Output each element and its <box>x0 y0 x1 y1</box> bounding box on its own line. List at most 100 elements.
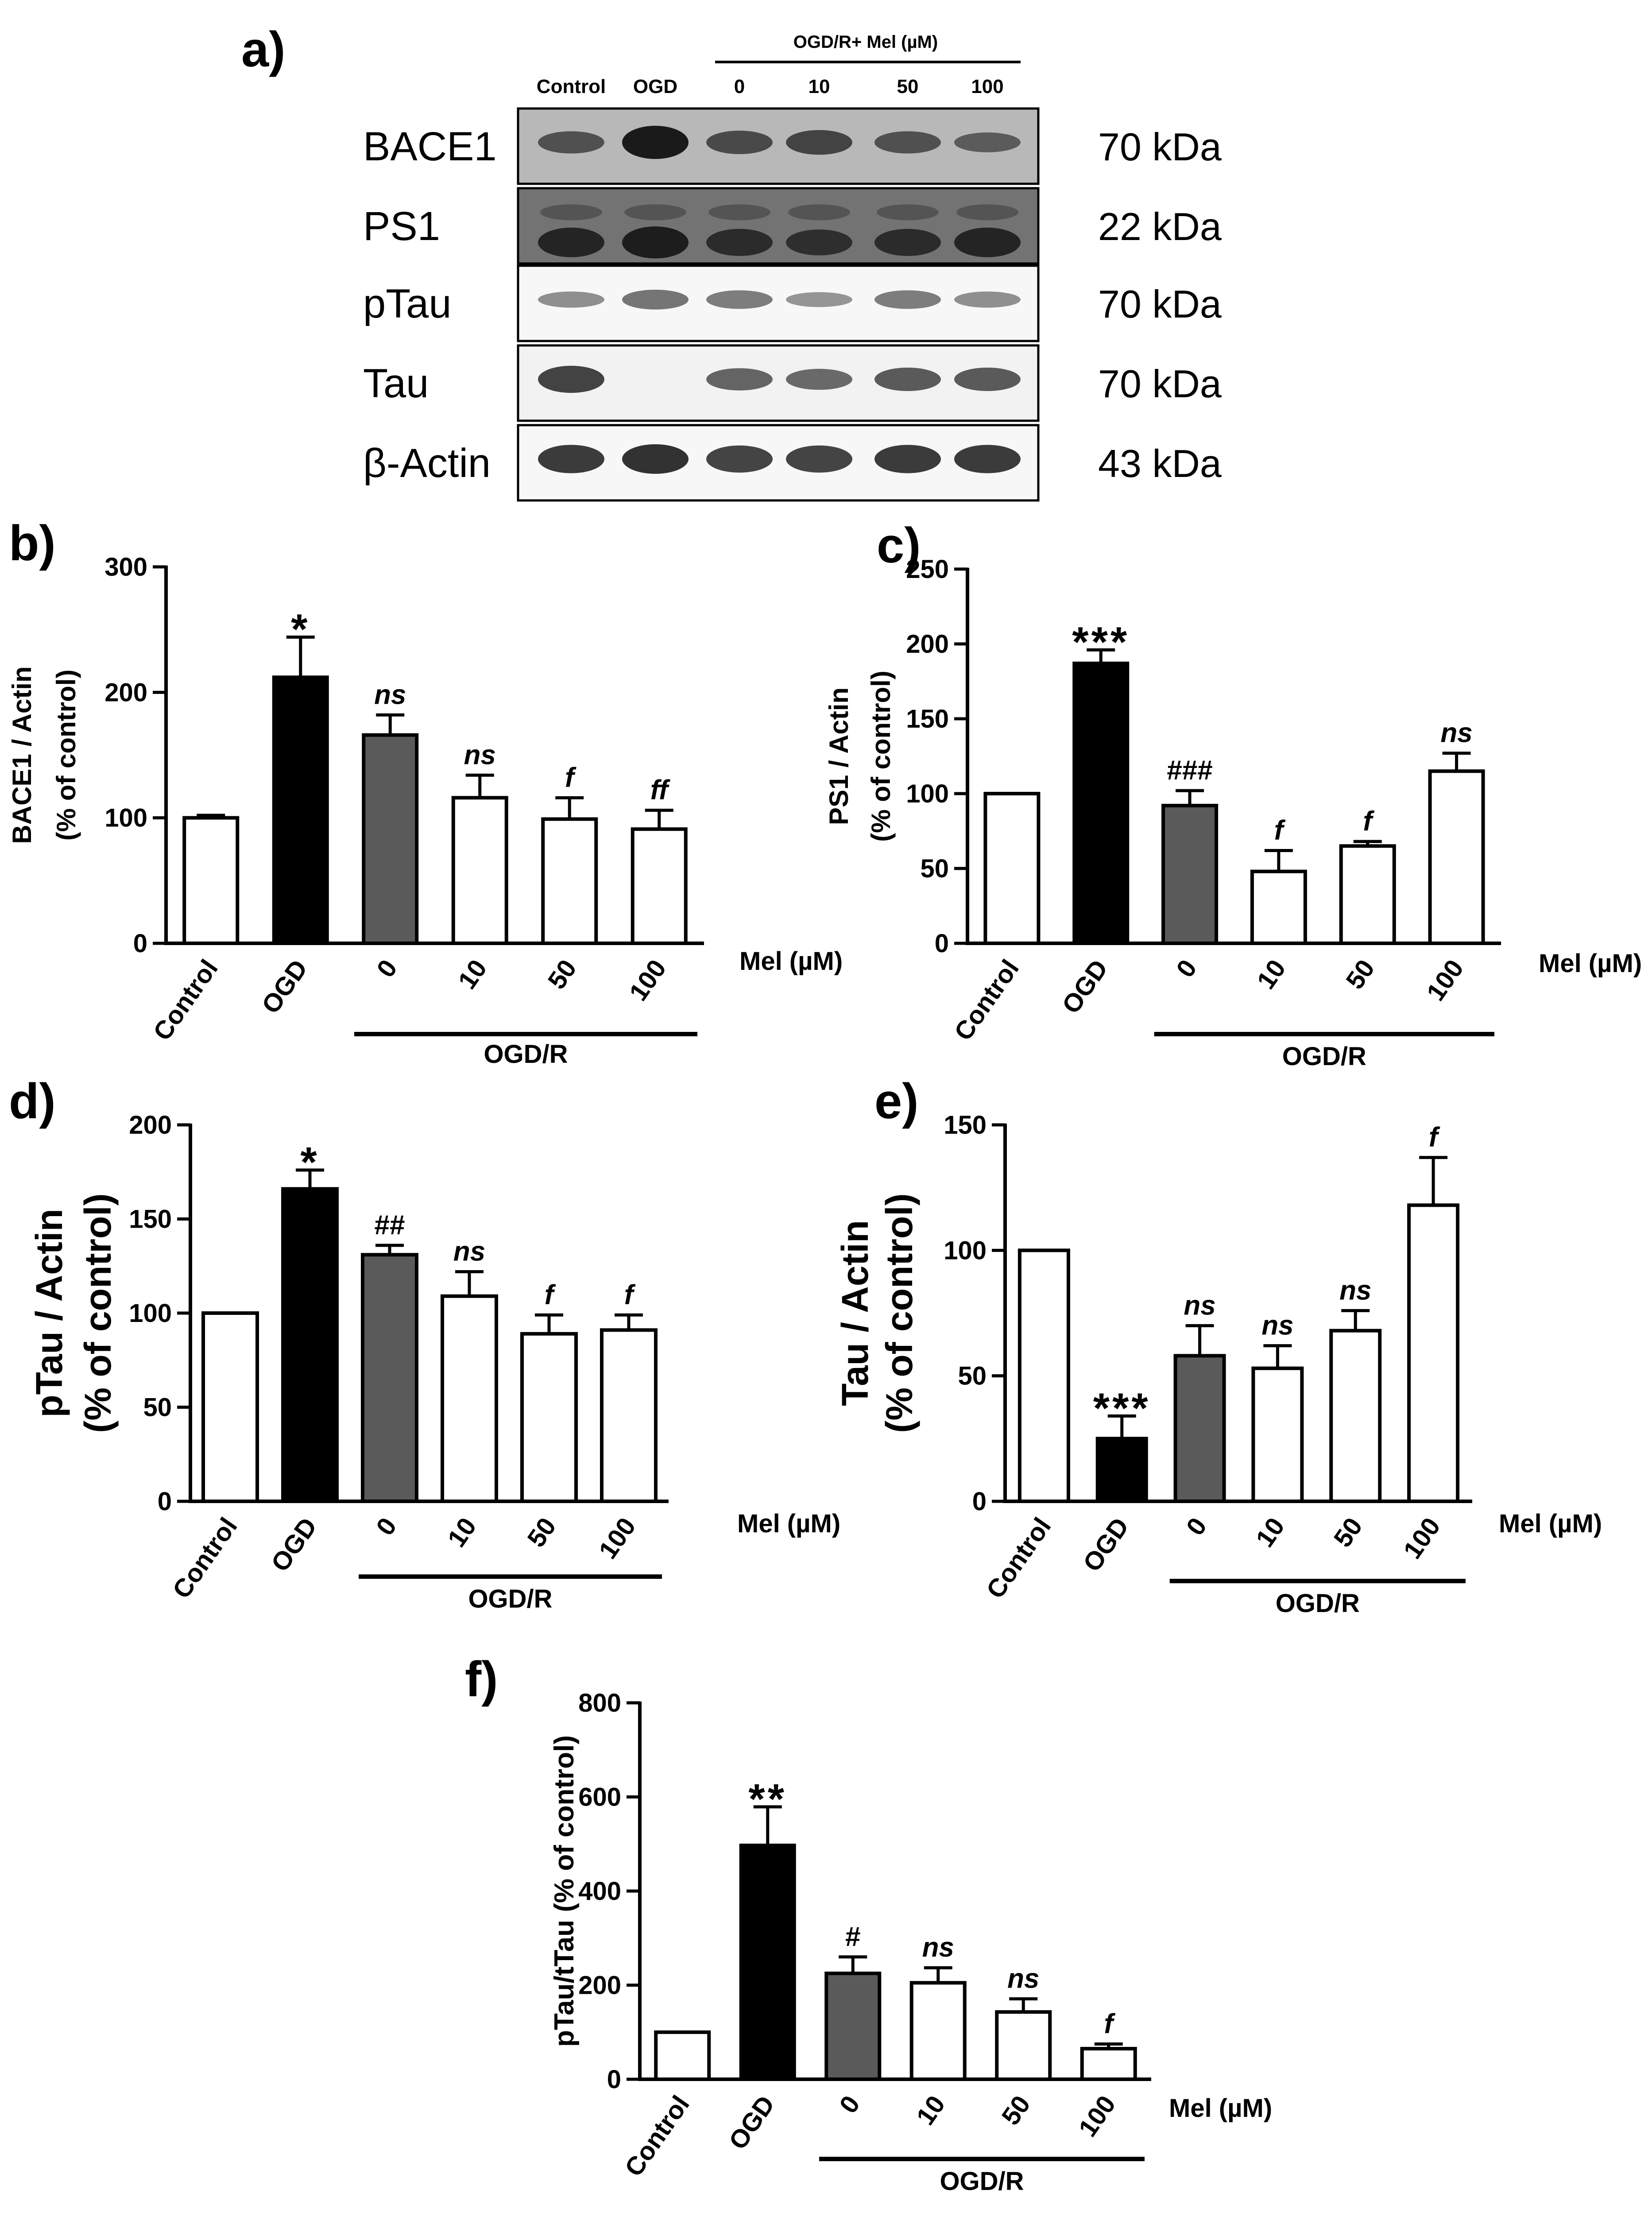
bar-annotation: *** <box>1093 1384 1151 1432</box>
blot-band <box>622 226 689 259</box>
panel-label: b) <box>9 515 56 571</box>
blot-band <box>874 368 941 391</box>
bar-annotation: f <box>1274 815 1286 845</box>
bar-annotation: ## <box>375 1210 405 1240</box>
bar-annotation: *** <box>1072 619 1130 666</box>
y-tick-label: 150 <box>129 1205 172 1234</box>
blot-band <box>538 131 604 154</box>
y-tick-label: 50 <box>958 1362 987 1391</box>
x-category-label: 10 <box>911 2090 951 2130</box>
y-tick-label: 50 <box>920 854 949 883</box>
blot-size-label: 22 kDa <box>1098 205 1222 248</box>
y-tick-label: 200 <box>129 1111 172 1139</box>
blot-row-ptau: pTau 70 kDa <box>363 264 1222 342</box>
bar <box>362 733 419 945</box>
blot-band <box>622 126 689 159</box>
bar <box>654 2030 711 2081</box>
bar <box>983 792 1041 945</box>
bar-annotation: f <box>1363 806 1374 837</box>
x-category-label: 0 <box>371 954 403 983</box>
bar <box>1329 1329 1382 1504</box>
x-category-label: OGD <box>1077 1512 1134 1577</box>
bar-annotation: f <box>1429 1122 1440 1153</box>
y-axis-label: pTau / Actin <box>28 1209 70 1417</box>
x-category-label: 0 <box>371 1512 402 1541</box>
bar-annotation: ** <box>748 1775 787 1823</box>
blot-row-ps1: PS1 22 kDa <box>363 187 1222 265</box>
blot-lane-label: 100 <box>971 76 1003 97</box>
blot-protein-label: BACE1 <box>363 124 497 169</box>
x-category-label: Control <box>949 954 1025 1046</box>
y-axis-label: PS1 / Actin <box>824 687 854 825</box>
bar <box>1173 1354 1226 1503</box>
blot-band-faint <box>956 204 1018 221</box>
blot-lane-label: 0 <box>734 76 745 97</box>
x-category-label: 0 <box>1180 1512 1212 1541</box>
blot-band <box>954 132 1021 152</box>
blot-band <box>622 290 689 310</box>
y-axis-label: Tau / Actin <box>834 1220 876 1406</box>
panel-label-a: a) <box>241 22 286 77</box>
blot-band <box>706 445 773 473</box>
x-category-label: OGD <box>723 2090 780 2155</box>
blot-band <box>874 290 941 309</box>
blot-band <box>786 292 852 307</box>
x-category-label: OGD <box>256 954 313 1019</box>
x-category-label: Control <box>619 2090 695 2182</box>
blot-row--actin: β-Actin 43 kDa <box>363 424 1222 502</box>
blot-band <box>706 368 773 391</box>
bar <box>520 1332 578 1503</box>
blot-band <box>954 228 1021 257</box>
mel-unit-label: Mel (µM) <box>1169 2094 1272 2123</box>
y-tick-label: 100 <box>906 779 949 808</box>
bar <box>541 817 598 945</box>
bar-annotation: ns <box>453 1236 485 1267</box>
blot-row-tau: Tau 70 kDa <box>363 344 1222 422</box>
y-tick-label: 0 <box>133 929 147 958</box>
blot-protein-label: pTau <box>363 281 452 326</box>
x-category-label: 10 <box>453 954 492 994</box>
x-category-label: Control <box>167 1512 243 1604</box>
y-tick-label: 0 <box>607 2065 621 2094</box>
bar-annotation: * <box>300 1139 319 1186</box>
western-blot-panel: a) OGD/R+ Mel (µM) Control OGD 0 10 50 100 BACE1… <box>241 22 1222 502</box>
bar-annotation: f <box>545 1279 556 1310</box>
x-category-label: 50 <box>542 954 582 994</box>
blot-row-bace1: BACE1 70 kDa <box>363 107 1222 185</box>
group-label: OGD/R <box>940 2167 1024 2196</box>
bar <box>600 1328 658 1503</box>
y-tick-label: 200 <box>578 1971 621 2000</box>
y-tick-label: 200 <box>104 678 147 707</box>
blot-band-faint <box>877 204 939 221</box>
x-category-label: Control <box>981 1512 1057 1604</box>
group-label: OGD/R <box>468 1585 552 1613</box>
bar-annotation: ns <box>1339 1275 1371 1306</box>
blot-band <box>706 229 773 256</box>
bar <box>824 1971 882 2081</box>
bar-annotation: f <box>565 762 576 793</box>
bar <box>1251 1366 1304 1504</box>
x-category-label: 50 <box>1340 954 1380 994</box>
chart-f: f) 0 200 400 600 800 pTau/tTau (% of control) C… <box>465 1651 1272 2196</box>
blot-frame <box>517 264 1040 342</box>
blot-band <box>954 368 1021 391</box>
bar-annotation: * <box>291 606 310 653</box>
x-category-label: 100 <box>1398 1512 1446 1564</box>
bar <box>1095 1437 1148 1503</box>
mel-unit-label: Mel (µM) <box>1499 1509 1602 1538</box>
y-tick-label: 100 <box>944 1236 987 1265</box>
blot-band <box>538 445 604 473</box>
blot-band <box>786 229 852 256</box>
blot-lane-label: Control <box>537 76 606 97</box>
bar-annotation: ns <box>464 740 496 770</box>
panel-label: e) <box>874 1074 919 1129</box>
blot-size-label: 70 kDa <box>1098 125 1222 169</box>
group-label: OGD/R <box>1276 1589 1360 1618</box>
blot-band <box>874 229 941 256</box>
blot-band <box>706 131 773 154</box>
bar <box>1407 1203 1460 1503</box>
bar <box>1250 869 1307 946</box>
blot-band <box>786 445 852 473</box>
bar <box>1018 1248 1070 1503</box>
